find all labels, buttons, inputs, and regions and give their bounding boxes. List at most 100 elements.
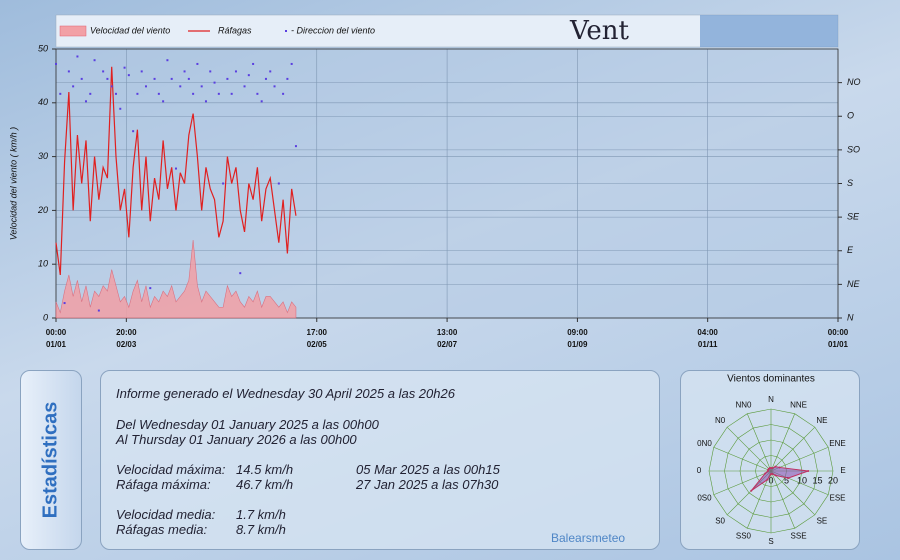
- direction-point: [256, 92, 259, 95]
- y2-tick-label: NE: [847, 279, 860, 289]
- rose-category: E: [840, 466, 845, 475]
- direction-point: [110, 85, 113, 88]
- y2-tick-label: N: [847, 312, 854, 322]
- x-tick-date: 01/01: [828, 340, 849, 349]
- direction-point: [204, 100, 207, 103]
- rose-category: S: [768, 537, 773, 546]
- rose-category: SSE: [791, 532, 807, 541]
- rose-category: S0: [715, 516, 725, 525]
- wind-rose: Vientos dominantes 0 5 10 15 20 N NNE NE ENE E ESE S…: [697, 374, 846, 546]
- direction-point: [213, 81, 216, 84]
- rose-category: SE: [817, 516, 828, 525]
- report-generated: Informe generado el Wednesday 30 April 2…: [116, 386, 455, 401]
- direction-point: [282, 92, 285, 95]
- direction-point: [93, 59, 96, 62]
- x-tick-time: 00:00: [46, 328, 67, 337]
- rose-spoke: [770, 426, 816, 472]
- y2-tick-label: E: [847, 245, 854, 255]
- direction-point: [200, 85, 203, 88]
- row-date: 05 Mar 2025 a las 00h15: [356, 462, 500, 477]
- speed-area: [55, 239, 297, 319]
- rose-category: N0: [715, 416, 726, 425]
- row-value: 8.7 km/h: [236, 522, 286, 537]
- row-date: 27 Jan 2025 a las 07h30: [356, 477, 499, 492]
- direction-point: [247, 74, 250, 77]
- x-tick-date: 02/05: [307, 340, 328, 349]
- direction-point: [144, 85, 147, 88]
- rose-spoke: [770, 413, 796, 472]
- x-tick-label: 09:00 01/09: [567, 328, 588, 349]
- direction-point: [222, 182, 225, 185]
- x-tick-label: 00:00 01/01: [46, 328, 67, 349]
- y2-tick-label: O: [847, 111, 854, 121]
- direction-point: [209, 70, 212, 73]
- direction-point: [239, 272, 242, 275]
- direction-point: [243, 85, 246, 88]
- x-tick-time: 04:00: [697, 328, 718, 337]
- rose-category: ESE: [830, 493, 846, 502]
- x-tick-time: 00:00: [828, 328, 849, 337]
- report-footer: Balearsmeteo: [551, 531, 626, 545]
- x-tick-time: 17:00: [307, 328, 328, 337]
- report-to: Al Thursday 01 January 2026 a las 00h00: [116, 432, 357, 447]
- rose-spoke: [726, 426, 772, 472]
- direction-point: [166, 59, 169, 62]
- row-label: Velocidad media:: [116, 507, 216, 522]
- y2-tick-label: SO: [847, 144, 860, 154]
- direction-point: [157, 92, 160, 95]
- direction-point: [162, 100, 165, 103]
- rose-point: [778, 466, 781, 469]
- x-tick-time: 13:00: [437, 328, 458, 337]
- rose-spoke: [770, 470, 796, 529]
- x-tick-label: 04:00 01/11: [697, 328, 718, 349]
- banner-title: Vent: [569, 16, 630, 46]
- direction-point: [286, 77, 289, 80]
- direction-point: [80, 77, 83, 80]
- row-value: 46.7 km/h: [236, 477, 294, 492]
- x-tick-date: 01/01: [46, 340, 67, 349]
- rose-point: [787, 477, 790, 480]
- rose-panel: Vientos dominantes 0 5 10 15 20 N NNE NE ENE E ESE S…: [680, 370, 860, 550]
- x-tick-date: 01/09: [567, 340, 588, 349]
- direction-point: [84, 100, 87, 103]
- direction-point: [234, 70, 237, 73]
- direction-point: [149, 287, 152, 290]
- direction-point: [119, 107, 122, 110]
- rose-tick-label: 5: [784, 475, 789, 485]
- x-tick-date: 02/03: [116, 340, 137, 349]
- direction-point: [294, 145, 297, 148]
- direction-point: [192, 92, 195, 95]
- rose-spoke: [770, 446, 829, 472]
- row-value: 1.7 km/h: [236, 507, 286, 522]
- rose-point: [768, 467, 771, 470]
- direction-point: [132, 130, 135, 133]
- direction-point: [252, 62, 255, 65]
- y-tick-label: 0: [43, 312, 48, 322]
- rose-point: [774, 465, 777, 468]
- rose-category: NNE: [790, 401, 807, 410]
- y2-tick-label: SE: [847, 212, 860, 222]
- direction-point: [230, 92, 233, 95]
- rose-category: N: [768, 395, 774, 404]
- stats-button[interactable]: Estadísticas: [20, 370, 82, 550]
- rose-tick-label: 15: [812, 475, 822, 485]
- y-tick-label: 40: [38, 97, 48, 107]
- direction-point: [290, 62, 293, 65]
- gust-line: [55, 66, 297, 276]
- rose-point: [750, 489, 753, 492]
- x-tick-label: 13:00 02/07: [437, 328, 458, 349]
- stats-button-label: Estadísticas: [39, 401, 62, 519]
- rose-point: [766, 478, 769, 481]
- rose-category: 0S0: [697, 493, 712, 502]
- x-tick-date: 02/07: [437, 340, 458, 349]
- legend-swatch: [59, 25, 87, 37]
- legend-swatch: [285, 30, 287, 32]
- x-tick-label: 17:00 02/05: [307, 328, 328, 349]
- rose-category: 0: [697, 466, 702, 475]
- direction-point: [217, 92, 220, 95]
- direction-point: [153, 77, 156, 80]
- direction-point: [67, 70, 70, 73]
- direction-point: [55, 62, 57, 65]
- direction-point: [59, 92, 62, 95]
